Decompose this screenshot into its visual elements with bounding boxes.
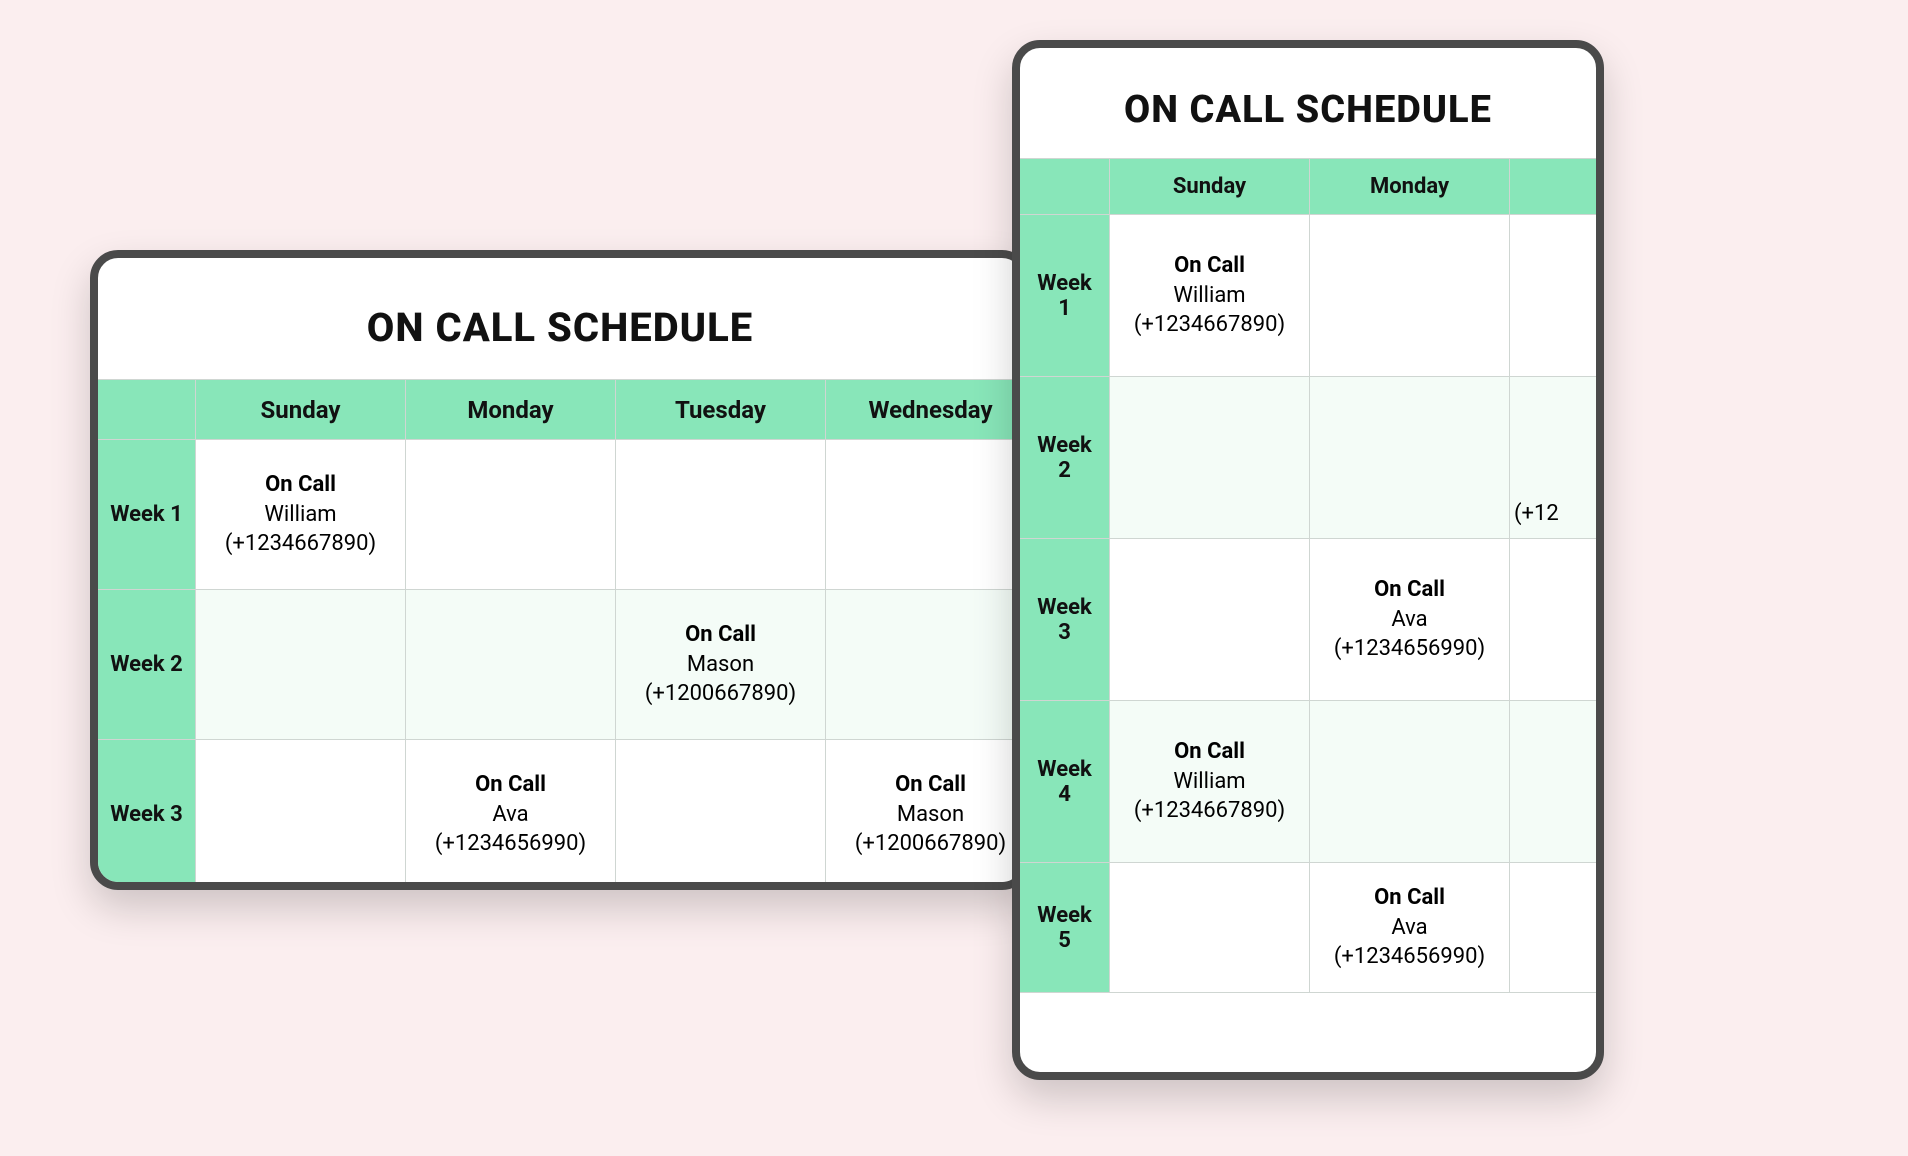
person-name: William xyxy=(204,500,397,530)
cell: On Call Ava (+1234656990) xyxy=(1310,539,1510,701)
cell xyxy=(1110,863,1310,993)
oncall-label: On Call xyxy=(1116,737,1303,767)
cell xyxy=(616,440,826,590)
table-row: Week 4 On Call William (+1234667890) xyxy=(1020,701,1596,863)
cell xyxy=(1310,377,1510,539)
cell: On Call William (+1234667890) xyxy=(196,440,406,590)
person-phone: (+1234656990) xyxy=(414,829,607,859)
cell xyxy=(196,590,406,740)
cell xyxy=(1310,215,1510,377)
cell xyxy=(1510,539,1597,701)
oncall-label: On Call xyxy=(414,770,607,800)
cell: On Call Mason (+1200667890) xyxy=(826,740,1031,890)
person-name: Mason xyxy=(624,650,817,680)
table-corner xyxy=(1020,159,1110,215)
person-phone: (+1234667890) xyxy=(1116,310,1303,340)
row-header-week3: Week 3 xyxy=(1020,539,1110,701)
table-row: Week 1 On Call William (+1234667890) xyxy=(98,440,1031,590)
cell: On Call William (+1234667890) xyxy=(1110,701,1310,863)
cell xyxy=(406,440,616,590)
oncall-label: On Call xyxy=(834,770,1027,800)
col-header-monday: Monday xyxy=(406,380,616,440)
row-header-week1: Week 1 xyxy=(1020,215,1110,377)
schedule-table-small: Sunday Monday Week 1 On Call William (+1… xyxy=(1020,158,1596,993)
col-header-monday: Monday xyxy=(1310,159,1510,215)
cell xyxy=(1110,539,1310,701)
table-row: Week 1 On Call William (+1234667890) xyxy=(1020,215,1596,377)
person-phone: (+1234656990) xyxy=(1316,942,1503,972)
table-corner xyxy=(98,380,196,440)
cell: On Call Ava (+1234656990) xyxy=(1310,863,1510,993)
person-phone: (+1234656990) xyxy=(1316,634,1503,664)
person-name: William xyxy=(1116,281,1303,311)
cell xyxy=(406,590,616,740)
table-row: Week 2 (+12 xyxy=(1020,377,1596,539)
oncall-label: On Call xyxy=(1116,251,1303,281)
cell xyxy=(1510,701,1597,863)
person-name: Mason xyxy=(834,800,1027,830)
person-phone: (+1200667890) xyxy=(834,829,1027,859)
oncall-label: On Call xyxy=(1316,883,1503,913)
cell: On Call Ava (+1234656990) xyxy=(406,740,616,890)
row-header-week1: Week 1 xyxy=(98,440,196,590)
page-title: ON CALL SCHEDULE xyxy=(1020,48,1596,158)
table-row: Week 2 On Call Mason (+1200667890) xyxy=(98,590,1031,740)
page-title: ON CALL SCHEDULE xyxy=(98,258,1022,379)
person-name: Ava xyxy=(414,800,607,830)
table-row: Week 3 On Call Ava (+1234656990) On Call… xyxy=(98,740,1031,890)
cell xyxy=(826,590,1031,740)
cell xyxy=(1310,701,1510,863)
desktop-schedule-frame: ON CALL SCHEDULE Sunday Monday Tuesday W… xyxy=(90,250,1030,890)
person-name: William xyxy=(1116,767,1303,797)
cell xyxy=(196,740,406,890)
row-header-week2: Week 2 xyxy=(98,590,196,740)
person-phone: (+1200667890) xyxy=(624,679,817,709)
col-header-sunday: Sunday xyxy=(1110,159,1310,215)
cell: (+12 xyxy=(1510,377,1597,539)
cell xyxy=(1510,215,1597,377)
oncall-label: On Call xyxy=(204,470,397,500)
row-header-week4: Week 4 xyxy=(1020,701,1110,863)
schedule-table-large: Sunday Monday Tuesday Wednesday Week 1 O… xyxy=(97,379,1030,890)
table-row: Week 5 On Call Ava (+1234656990) xyxy=(1020,863,1596,993)
cell: On Call Mason (+1200667890) xyxy=(616,590,826,740)
person-phone: (+1234667890) xyxy=(204,529,397,559)
person-name: Ava xyxy=(1316,605,1503,635)
cell xyxy=(1510,863,1597,993)
col-header-tuesday-partial xyxy=(1510,159,1597,215)
person-phone: (+1234667890) xyxy=(1116,796,1303,826)
person-name: Ava xyxy=(1316,913,1503,943)
table-row: Week 3 On Call Ava (+1234656990) xyxy=(1020,539,1596,701)
col-header-tuesday: Tuesday xyxy=(616,380,826,440)
col-header-wednesday: Wednesday xyxy=(826,380,1031,440)
partial-phone: (+12 xyxy=(1514,501,1559,526)
oncall-label: On Call xyxy=(1316,575,1503,605)
cell xyxy=(616,740,826,890)
cell xyxy=(1110,377,1310,539)
cell: On Call William (+1234667890) xyxy=(1110,215,1310,377)
row-header-week3: Week 3 xyxy=(98,740,196,890)
mobile-schedule-frame: ON CALL SCHEDULE Sunday Monday Week 1 On… xyxy=(1012,40,1604,1080)
cell xyxy=(826,440,1031,590)
col-header-sunday: Sunday xyxy=(196,380,406,440)
oncall-label: On Call xyxy=(624,620,817,650)
row-header-week2: Week 2 xyxy=(1020,377,1110,539)
row-header-week5: Week 5 xyxy=(1020,863,1110,993)
